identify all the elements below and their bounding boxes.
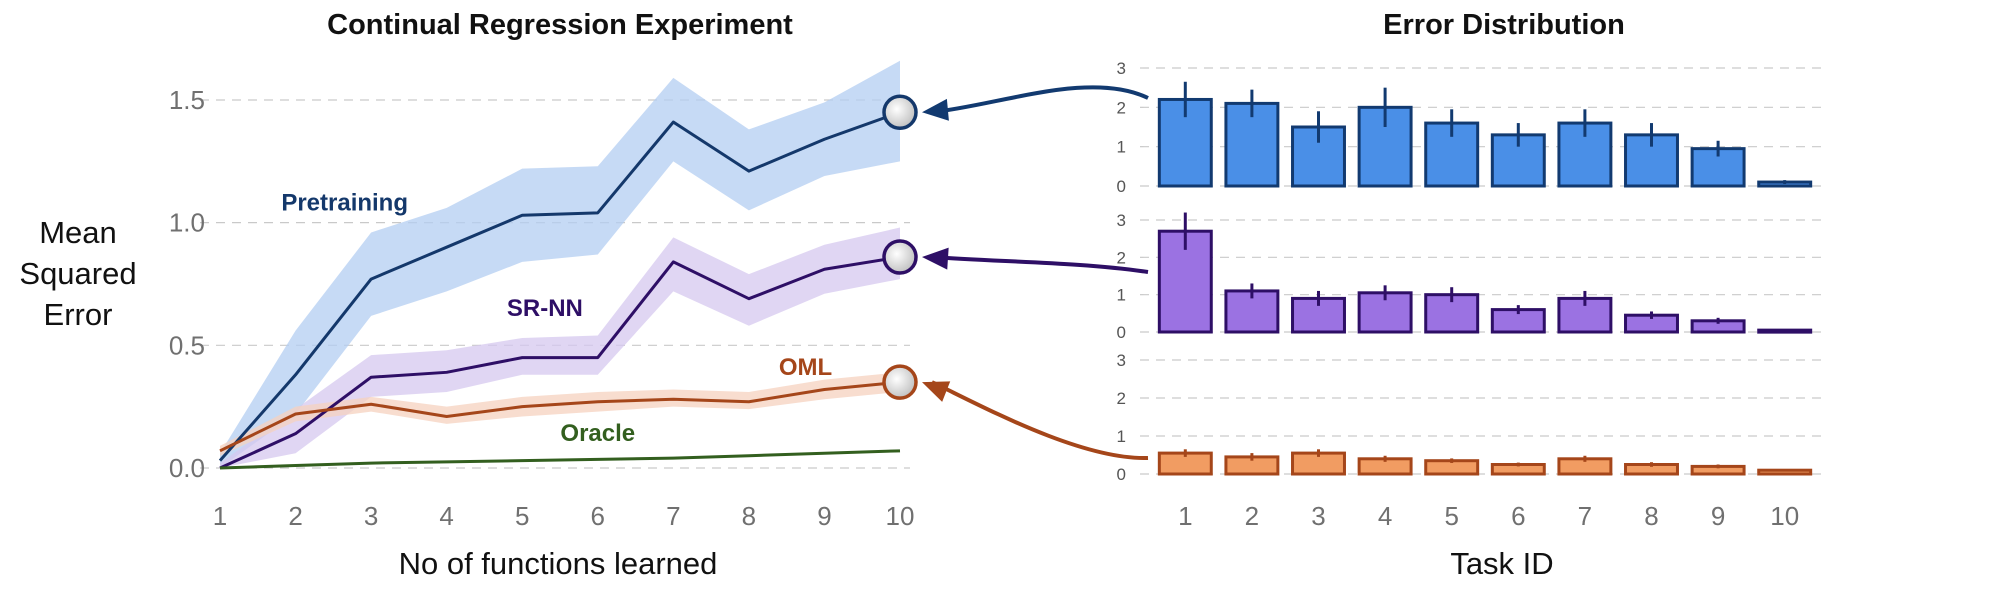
sr-nn-arrowhead (922, 247, 949, 270)
y-tick-label: 1 (1117, 138, 1126, 157)
y-axis-label-line-1: Mean (39, 215, 117, 250)
pretraining-bar (1224, 101, 1280, 188)
bar-x-tick-label: 7 (1578, 501, 1592, 531)
y-axis-label-line-2: Squared (19, 256, 136, 291)
confidence-bands (220, 60, 900, 468)
connector-arrows (922, 85, 1149, 461)
x-tick-label: 9 (817, 501, 831, 531)
oracle-line (219, 449, 901, 470)
sr-nn-band (220, 227, 900, 468)
x-axis-label: No of functions learned (399, 546, 718, 581)
series-lines (218, 110, 901, 470)
y-tick-label: 3 (1117, 211, 1126, 230)
y-tick-label: 1.5 (169, 85, 205, 115)
oml-bar (1757, 468, 1813, 476)
pretraining-endpoint-marker (882, 94, 918, 130)
y-tick-label: 1.0 (169, 208, 205, 238)
oml-line (219, 380, 901, 453)
series-labels: Pretraining SR-NN OML Oracle (281, 189, 832, 447)
sr-nn-bar-panel: 0 1 2 3 (1117, 211, 1822, 342)
pretraining-label: Pretraining (281, 189, 408, 216)
bar-x-tick-label: 9 (1711, 501, 1725, 531)
bar-x-tick-label: 6 (1511, 501, 1525, 531)
sr-nn-bar (1357, 291, 1413, 334)
sr-nn-line (219, 255, 901, 470)
x-tick-label: 6 (591, 501, 605, 531)
x-tick-label: 2 (288, 501, 302, 531)
y-tick-label: 2 (1117, 98, 1126, 117)
x-tick-labels: 1 2 3 4 5 6 7 8 9 10 (213, 501, 915, 531)
y-tick-label: 0 (1117, 465, 1126, 484)
y-tick-label: 3 (1117, 59, 1126, 78)
sr-nn-endpoint-marker (882, 239, 918, 275)
line-chart-title: Continual Regression Experiment (327, 9, 793, 41)
pretraining-band (220, 60, 900, 468)
bar-x-axis-label: Task ID (1450, 546, 1553, 581)
x-tick-label: 1 (213, 501, 227, 531)
y-tick-label: 3 (1117, 351, 1126, 370)
x-tick-label: 10 (886, 501, 915, 531)
sr-nn-label: SR-NN (507, 295, 583, 322)
bar-x-tick-label: 10 (1770, 501, 1799, 531)
oml-band (220, 372, 900, 456)
x-tick-label: 3 (364, 501, 378, 531)
bar-x-tick-label: 4 (1378, 501, 1392, 531)
y-tick-label: 1 (1117, 286, 1126, 305)
bar-chart: Error Distribution Task ID 012301230123 … (1117, 9, 1822, 581)
x-tick-label: 5 (515, 501, 529, 531)
sr-nn-arrow (931, 255, 1149, 274)
y-tick-label: 2 (1117, 389, 1126, 408)
bar-panels: 0 1 2 3 0 1 2 3 0 1 2 3 (1117, 59, 1822, 484)
bar-chart-title: Error Distribution (1383, 9, 1625, 41)
oml-bar-panel: 0 1 2 3 (1117, 351, 1822, 484)
y-tick-label: 0.5 (169, 330, 205, 360)
bar-x-tick-label: 1 (1178, 501, 1192, 531)
pretraining-arrow (931, 85, 1149, 115)
sr-nn-bar (1291, 296, 1346, 334)
bar-x-tick-label: 8 (1644, 501, 1658, 531)
pretraining-bar-panel: 0 1 2 3 (1117, 59, 1822, 196)
y-axis-label-line-3: Error (44, 297, 113, 332)
bar-x-tick-label: 5 (1444, 501, 1458, 531)
y-tick-label: 0 (1117, 177, 1126, 196)
oml-label: OML (779, 354, 832, 381)
y-tick-label: 1 (1117, 427, 1126, 446)
bar-x-tick-label: 3 (1311, 501, 1325, 531)
y-tick-label: 0 (1117, 323, 1126, 342)
y-tick-label: 2 (1117, 248, 1126, 267)
pretraining-line (218, 110, 901, 462)
y-tick-label: 0.0 (169, 453, 205, 483)
oml-arrowhead (922, 381, 951, 402)
oracle-label: Oracle (560, 420, 635, 447)
x-tick-label: 8 (742, 501, 756, 531)
endpoint-markers (882, 94, 918, 400)
y-tick-labels: 0.0 0.5 1.0 1.5 (169, 85, 205, 483)
x-tick-label: 7 (666, 501, 680, 531)
x-tick-label: 4 (439, 501, 453, 531)
line-chart: Continual Regression Experiment Mean Squ… (19, 9, 918, 581)
sr-nn-bar (1757, 328, 1813, 334)
bar-x-tick-label: 2 (1245, 501, 1259, 531)
bar-x-tick-labels: 1 2 3 4 5 6 7 8 9 10 (1178, 501, 1799, 531)
oml-arrow (931, 380, 1149, 461)
oml-endpoint-marker (882, 364, 918, 400)
pretraining-arrowhead (922, 98, 949, 121)
